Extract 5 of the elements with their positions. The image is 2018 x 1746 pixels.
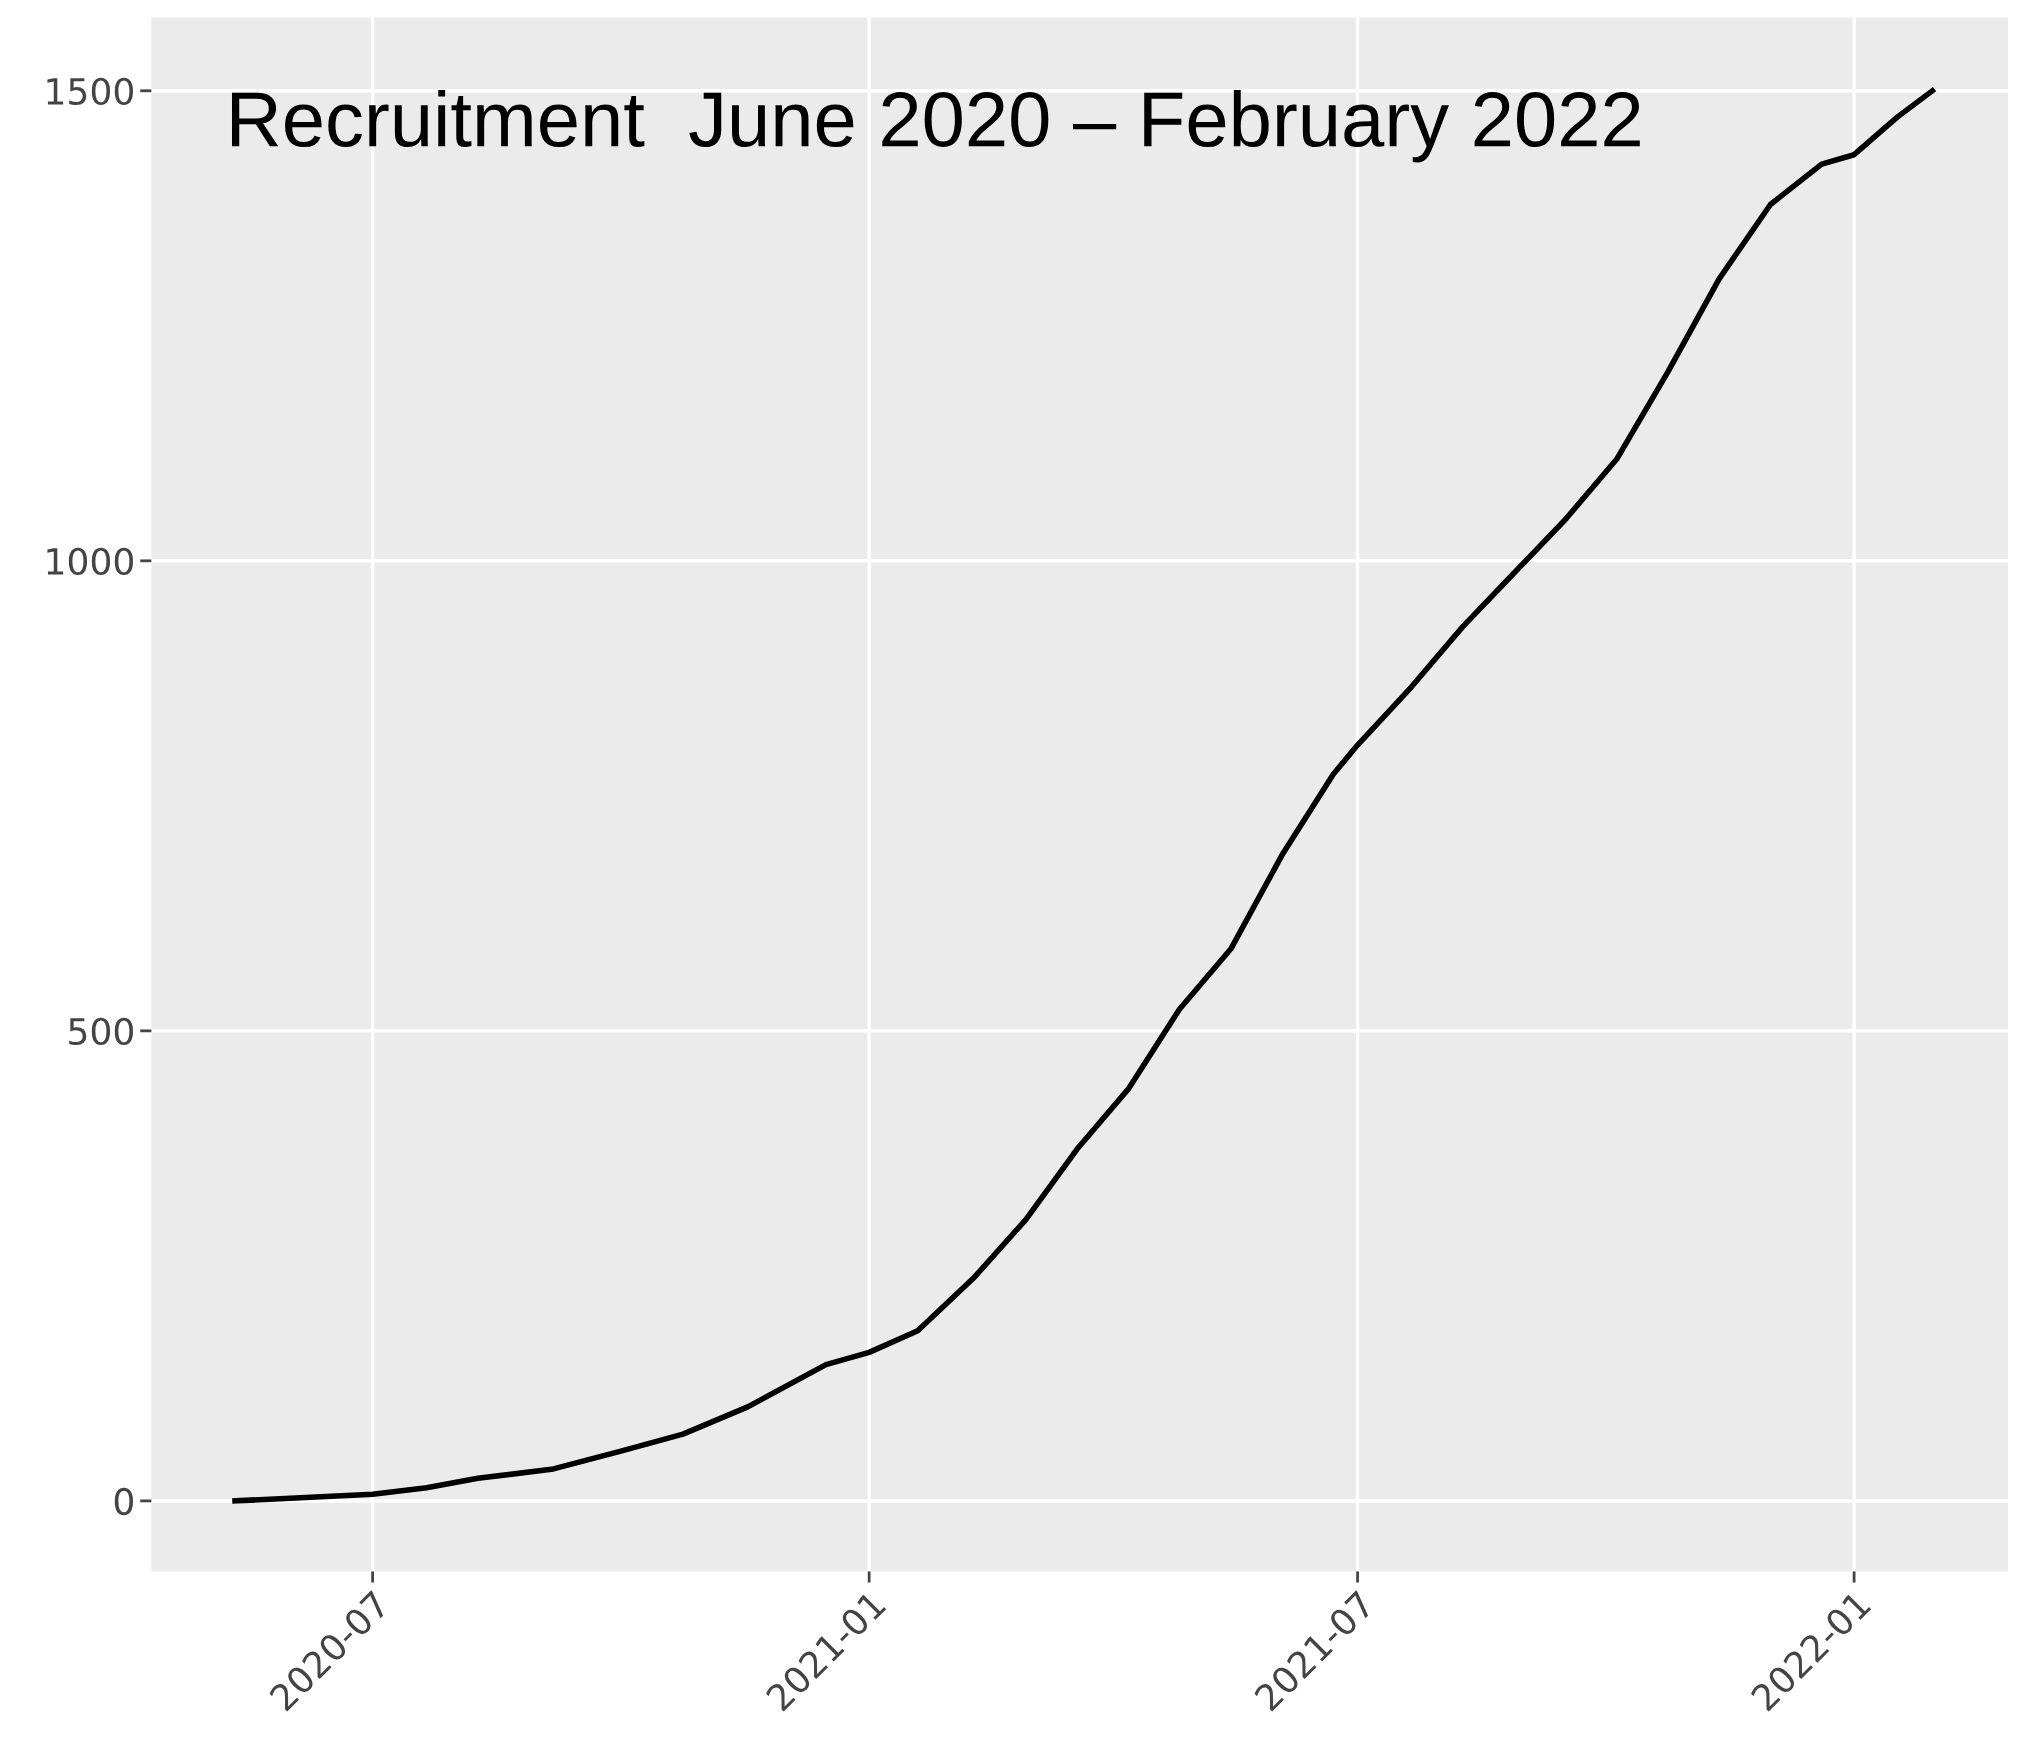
y-tick-label: 500: [69, 1017, 133, 1046]
y-tick-label: 1500: [47, 77, 133, 106]
y-tick-label: 1000: [47, 547, 133, 576]
y-tick-label: 0: [114, 1487, 133, 1516]
text: Recruitment June 2020 – February 2022: [231, 89, 1640, 163]
